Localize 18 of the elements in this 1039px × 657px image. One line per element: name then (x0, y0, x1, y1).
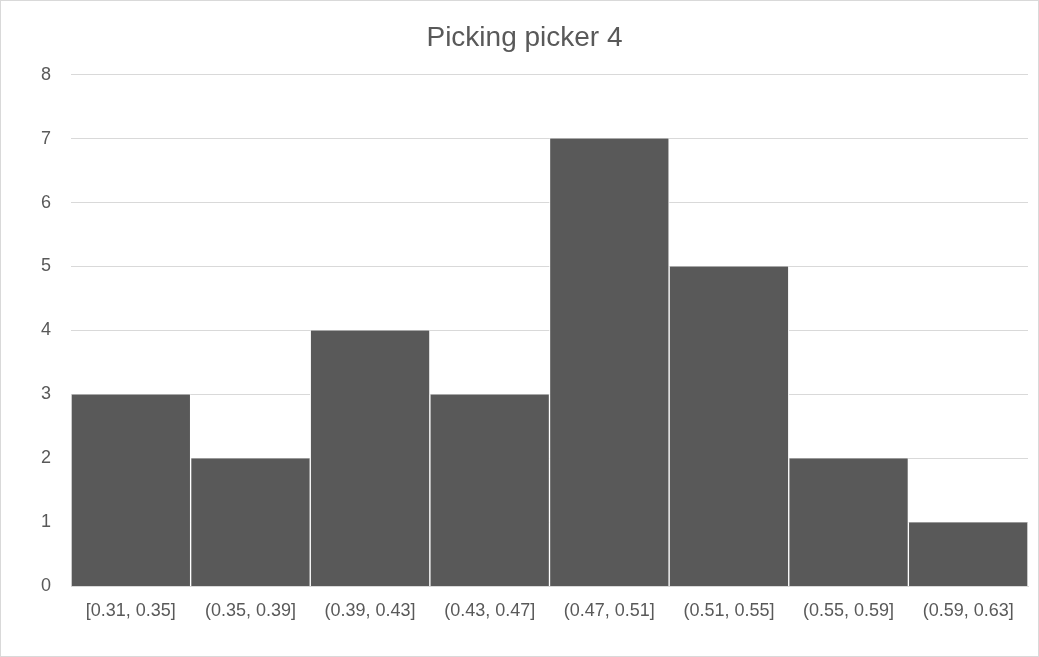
y-tick-label: 2 (41, 447, 52, 468)
x-tick-label: (0.51, 0.55] (683, 600, 775, 621)
y-tick-label: 6 (41, 191, 52, 212)
y-tick-label: 3 (41, 383, 52, 404)
x-tick-label: (0.59, 0.63] (922, 600, 1014, 621)
x-tick-label: [0.31, 0.35] (85, 600, 176, 621)
y-tick-label: 7 (41, 127, 52, 148)
y-tick-label: 4 (41, 319, 52, 340)
x-tick-label: (0.43, 0.47] (444, 600, 536, 621)
x-tick-label: (0.47, 0.51] (563, 600, 655, 621)
y-tick-label: 0 (41, 575, 52, 596)
y-tick-label: 8 (41, 63, 52, 84)
chart-title: Picking picker 4 (426, 20, 623, 52)
x-tick-label: (0.35, 0.39] (204, 600, 296, 621)
x-tick-label: (0.39, 0.43] (324, 600, 416, 621)
y-tick-label: 1 (41, 511, 52, 532)
y-tick-label: 5 (41, 255, 52, 276)
x-tick-label: (0.55, 0.59] (803, 600, 895, 621)
